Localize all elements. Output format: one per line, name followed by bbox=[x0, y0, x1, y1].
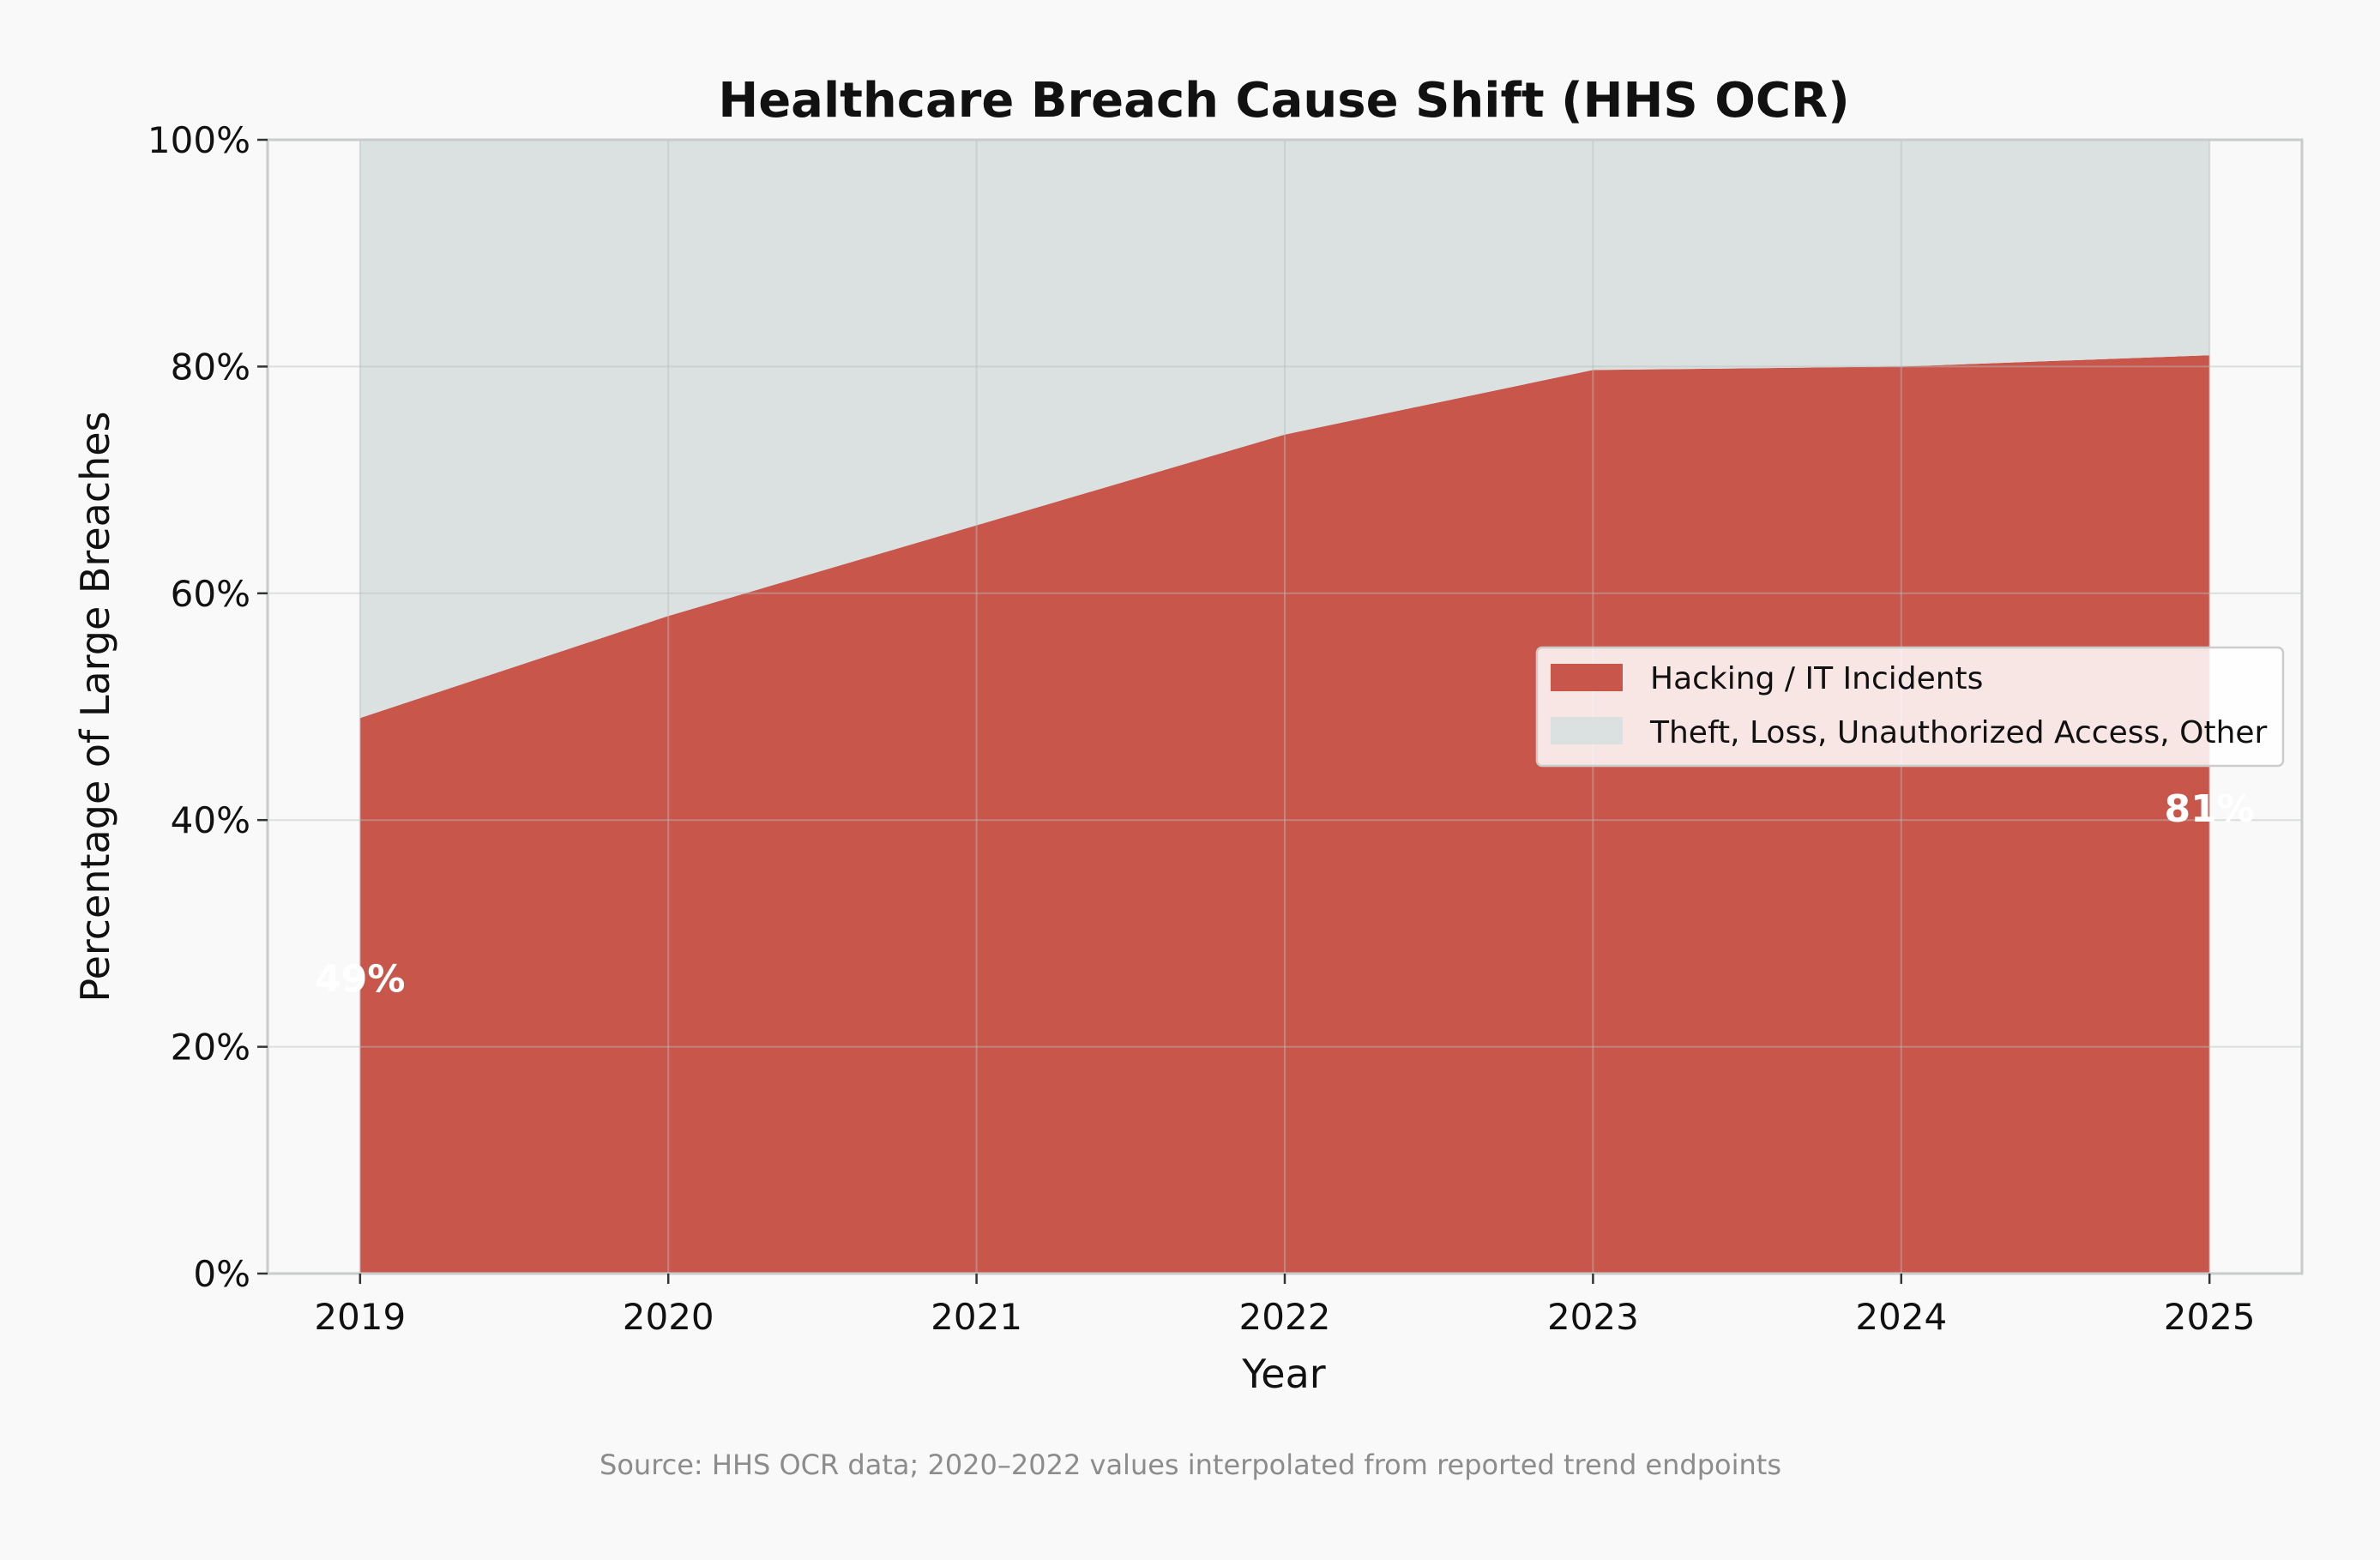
source-note: Source: HHS OCR data; 2020–2022 values i… bbox=[600, 1449, 1781, 1481]
y-tick-label-3: 60% bbox=[171, 573, 250, 615]
x-tick-label-5: 2024 bbox=[1855, 1296, 1947, 1338]
data-label-layer: 49% 81% bbox=[315, 787, 2255, 1001]
x-tick-label-3: 2022 bbox=[1239, 1296, 1331, 1338]
x-axis-label: Year bbox=[1241, 1351, 1325, 1397]
y-axis-label: Percentage of Large Breaches bbox=[72, 411, 118, 1002]
chart-title: Healthcare Breach Cause Shift (HHS OCR) bbox=[718, 73, 1849, 129]
x-tick-label-2: 2021 bbox=[931, 1296, 1022, 1338]
legend-frame bbox=[1535, 646, 2285, 768]
area-layer bbox=[359, 140, 2210, 1274]
legend-swatch-other bbox=[1551, 717, 1623, 744]
y-axis: 0% 20% 40% 60% 80% 100% bbox=[148, 119, 268, 1295]
x-tick-label-4: 2023 bbox=[1547, 1296, 1639, 1338]
data-label-0: 49% bbox=[315, 957, 405, 1001]
legend-label-hacking: Hacking / IT Incidents bbox=[1650, 661, 1983, 696]
legend-swatch-hacking bbox=[1551, 664, 1623, 691]
y-tick-label-4: 80% bbox=[171, 346, 250, 388]
y-tick-label-1: 20% bbox=[171, 1027, 250, 1069]
x-tick-label-1: 2020 bbox=[623, 1296, 714, 1338]
y-tick-label-0: 0% bbox=[193, 1253, 250, 1295]
y-tick-label-2: 40% bbox=[171, 799, 250, 841]
x-axis: 2019 2020 2021 2022 2023 2024 2025 bbox=[314, 1274, 2256, 1338]
x-tick-label-6: 2025 bbox=[2164, 1296, 2256, 1338]
legend-label-other: Theft, Loss, Unauthorized Access, Other bbox=[1649, 715, 2268, 750]
y-tick-label-5: 100% bbox=[148, 119, 250, 161]
legend: Hacking / IT Incidents Theft, Loss, Unau… bbox=[1535, 646, 2285, 768]
area-series-0 bbox=[359, 355, 2210, 1274]
area-series-1 bbox=[359, 140, 2210, 719]
data-label-1: 81% bbox=[2165, 787, 2255, 831]
x-tick-label-0: 2019 bbox=[314, 1296, 406, 1338]
